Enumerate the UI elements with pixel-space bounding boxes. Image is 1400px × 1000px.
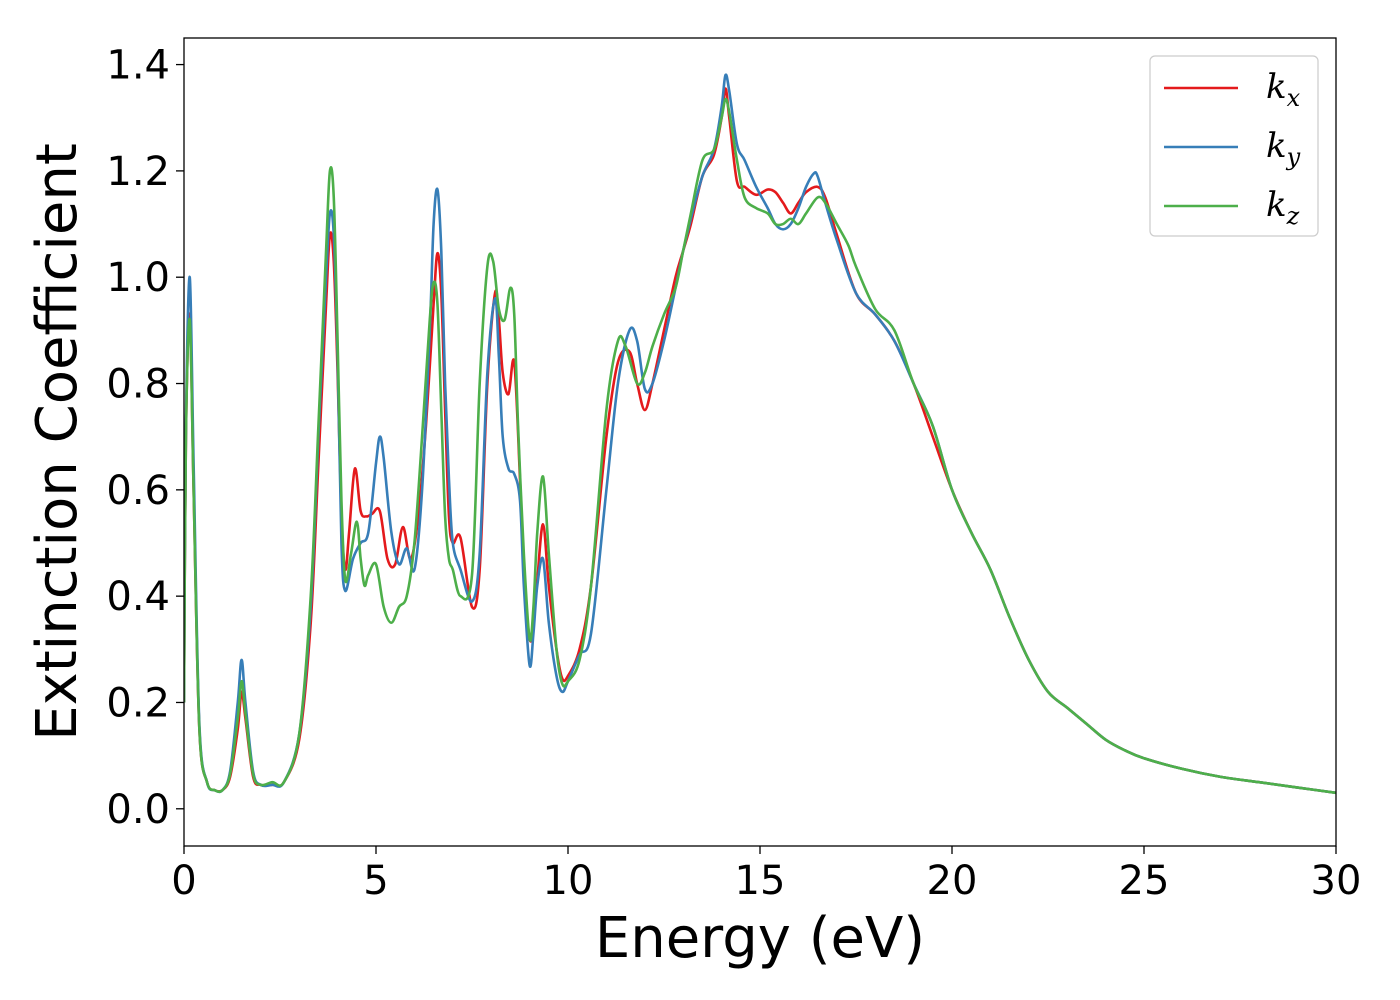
x-axis-label: Energy (eV) <box>595 906 925 971</box>
x-tick-label: 25 <box>1119 858 1170 904</box>
legend-label-subscript: x <box>1287 84 1301 112</box>
legend-label-subscript: y <box>1286 143 1301 171</box>
legend-label-k_y: ky <box>1266 126 1301 171</box>
y-tick-label: 0.0 <box>106 787 170 833</box>
x-tick-label: 30 <box>1311 858 1362 904</box>
legend-label-main: k <box>1266 126 1287 166</box>
x-tick-label: 0 <box>171 858 196 904</box>
y-tick-label: 0.4 <box>106 574 170 620</box>
legend-label-k_z: kz <box>1266 185 1300 230</box>
y-tick-label: 0.8 <box>106 362 170 408</box>
y-tick-label: 1.0 <box>106 255 170 301</box>
legend-label-main: k <box>1266 185 1287 225</box>
x-tick-label: 15 <box>735 858 786 904</box>
x-axis: 0 5 10 15 20 25 30 <box>171 846 1361 904</box>
series-layer <box>184 73 1336 795</box>
legend-label-subscript: z <box>1286 202 1300 230</box>
x-tick-label: 10 <box>543 858 594 904</box>
series-line-k_z <box>184 97 1336 795</box>
y-tick-label: 1.2 <box>106 149 170 195</box>
x-tick-label: 20 <box>927 858 978 904</box>
y-axis-label: Extinction Coefficient <box>25 143 90 741</box>
y-tick-label: 0.2 <box>106 680 170 726</box>
y-axis: 0.0 0.2 0.4 0.6 0.8 1.0 1.2 1.4 <box>106 43 184 833</box>
x-tick-label: 5 <box>363 858 388 904</box>
y-tick-label: 1.4 <box>106 43 170 89</box>
y-tick-label: 0.6 <box>106 468 170 514</box>
legend-label-main: k <box>1266 67 1287 107</box>
legend-label-k_x: kx <box>1266 67 1301 112</box>
